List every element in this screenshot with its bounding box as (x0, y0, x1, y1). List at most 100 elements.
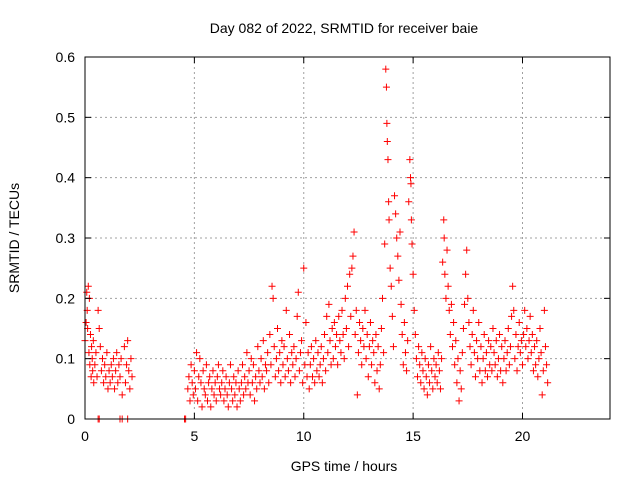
data-point (307, 343, 315, 351)
data-point (304, 349, 312, 357)
data-point (92, 349, 100, 357)
data-point (508, 312, 516, 320)
data-point (204, 397, 211, 405)
data-point (312, 337, 320, 345)
data-point (209, 367, 217, 375)
data-point (435, 367, 443, 375)
data-point (189, 391, 197, 399)
data-point (538, 391, 546, 399)
data-point (120, 343, 128, 351)
data-point (310, 355, 318, 363)
data-point (255, 367, 263, 375)
data-point (457, 385, 465, 393)
data-point (348, 264, 356, 272)
data-point (481, 367, 489, 375)
data-point (506, 343, 514, 351)
data-point (398, 331, 406, 339)
data-point (185, 373, 193, 381)
data-point (394, 252, 402, 260)
data-point (96, 343, 104, 351)
data-point (188, 379, 196, 387)
data-point (440, 216, 448, 224)
data-point (395, 276, 403, 284)
data-point (352, 306, 360, 314)
data-point (217, 391, 225, 399)
data-point (85, 349, 93, 357)
data-point (516, 349, 524, 357)
data-point (456, 367, 464, 375)
data-point (293, 312, 301, 320)
data-point (532, 361, 540, 369)
data-point (484, 373, 491, 381)
data-point (387, 282, 395, 290)
data-point (87, 373, 95, 381)
data-point (193, 349, 201, 357)
data-point (239, 361, 246, 369)
data-point (386, 264, 394, 272)
data-point (231, 391, 239, 399)
data-point (316, 361, 324, 369)
data-point (214, 361, 222, 369)
x-tick-label: 15 (405, 428, 421, 444)
data-point (433, 379, 441, 387)
data-point (405, 198, 413, 206)
data-point (383, 119, 391, 127)
data-point (89, 367, 97, 375)
data-point (434, 349, 442, 357)
data-point (515, 318, 523, 326)
data-point (450, 318, 458, 326)
data-point (220, 397, 228, 405)
data-point (241, 373, 249, 381)
data-point (517, 337, 525, 345)
data-point (414, 373, 421, 381)
data-point (380, 349, 388, 357)
data-point (444, 282, 452, 290)
data-point (206, 373, 214, 381)
data-point (371, 379, 379, 387)
data-point (313, 367, 321, 375)
data-point (281, 373, 289, 381)
data-point (479, 355, 487, 363)
data-point (91, 361, 99, 369)
data-point (272, 355, 280, 363)
data-point (277, 379, 285, 387)
data-point (364, 373, 372, 381)
data-point (253, 385, 261, 393)
data-point (452, 337, 460, 345)
data-point (235, 385, 243, 393)
data-point (369, 337, 377, 345)
data-point (242, 385, 250, 393)
data-point (317, 343, 325, 351)
data-point (353, 391, 361, 399)
data-point (493, 373, 501, 381)
data-point (274, 325, 281, 332)
data-point (101, 361, 109, 369)
data-point (354, 349, 362, 357)
chart-title: Day 082 of 2022, SRMTID for receiver bai… (210, 20, 479, 36)
data-point (470, 349, 478, 357)
data-point (370, 349, 378, 357)
data-point (327, 361, 335, 369)
data-point (186, 397, 194, 405)
data-point (309, 373, 316, 381)
y-tick-label: 0.2 (56, 290, 76, 306)
data-point (510, 306, 518, 314)
data-point (468, 331, 476, 339)
data-point (109, 355, 117, 363)
x-tick-label: 0 (81, 428, 89, 444)
data-point (291, 373, 299, 381)
data-point (397, 300, 405, 308)
data-point (527, 349, 535, 357)
data-point (389, 343, 397, 351)
data-point (191, 385, 199, 393)
data-point (471, 373, 479, 381)
data-point (106, 379, 114, 387)
data-point (331, 343, 339, 351)
data-point (526, 312, 534, 320)
data-point (490, 349, 498, 357)
data-point (282, 306, 290, 314)
data-point (259, 337, 267, 345)
data-point (305, 385, 313, 393)
data-point (290, 343, 298, 351)
